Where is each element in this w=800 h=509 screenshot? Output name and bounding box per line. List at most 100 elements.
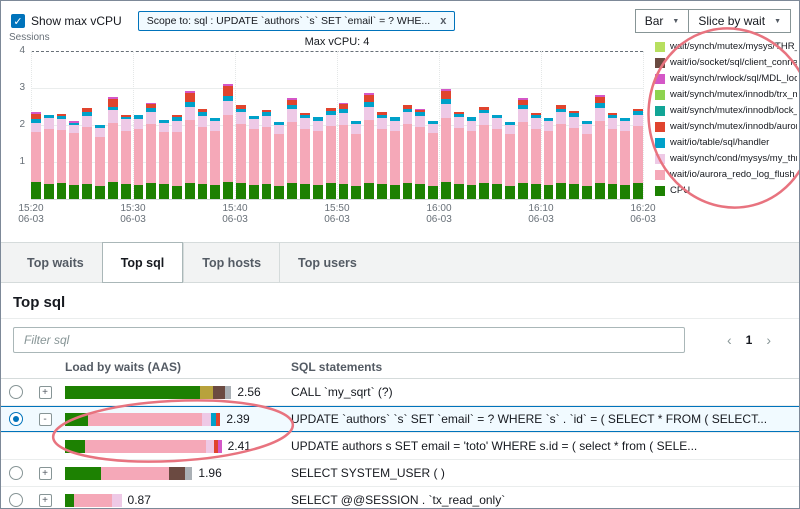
show-max-vcpu-checkbox-group[interactable]: ✓ Show max vCPU xyxy=(11,14,122,28)
chart-bar-segment xyxy=(146,124,157,184)
chart-bar[interactable] xyxy=(492,114,503,199)
chart-bar[interactable] xyxy=(569,111,579,199)
chart-bar[interactable] xyxy=(82,107,93,199)
table-row[interactable]: +0.87 SELECT @@SESSION . `tx_read_only` xyxy=(1,487,799,508)
chart-bar[interactable] xyxy=(479,106,490,199)
chart-bar[interactable] xyxy=(364,92,374,199)
chart-bar[interactable] xyxy=(146,102,157,199)
load-bar-segment xyxy=(217,439,222,453)
chart-bar-segment xyxy=(517,182,528,199)
sql-statement-cell[interactable]: SELECT @@SESSION . `tx_read_only` xyxy=(291,493,789,507)
chart-bar[interactable] xyxy=(466,117,477,199)
chart-bar[interactable] xyxy=(530,112,541,199)
chart-bar[interactable] xyxy=(261,110,272,199)
page-number[interactable]: 1 xyxy=(745,333,753,347)
chart-type-dropdown[interactable]: Bar ▼ xyxy=(634,9,690,33)
tab-top-hosts[interactable]: Top hosts xyxy=(183,243,279,282)
tab-top-sql[interactable]: Top sql xyxy=(101,242,184,283)
sql-statement-cell[interactable]: CALL `my_sqrt` (?) xyxy=(291,385,789,399)
slice-by-dropdown[interactable]: Slice by wait ▼ xyxy=(689,9,791,33)
expand-toggle-icon[interactable]: + xyxy=(38,493,52,507)
chart-bar-segment xyxy=(441,91,451,100)
chart-bar[interactable] xyxy=(210,118,221,199)
tab-top-waits[interactable]: Top waits xyxy=(27,255,84,270)
legend-item: wait/synch/cond/mysys/my_thread_var xyxy=(655,151,797,166)
chart-bar[interactable] xyxy=(389,117,400,199)
table-row[interactable]: 2.41 UPDATE authors s SET email = 'toto' … xyxy=(1,433,799,460)
expand-toggle-icon[interactable]: + xyxy=(38,466,52,480)
chart-bar[interactable] xyxy=(620,118,631,199)
load-bar-segment xyxy=(206,439,214,453)
chart-bar[interactable] xyxy=(248,116,259,199)
chart-bar[interactable] xyxy=(107,97,118,199)
chart-bar[interactable] xyxy=(287,97,298,199)
scope-filter-chip[interactable]: Scope to: sql : UPDATE `authors` `s` SET… xyxy=(137,11,456,31)
chart-bar-segment xyxy=(107,110,118,124)
chart-bar[interactable] xyxy=(236,105,246,199)
chart-bar[interactable] xyxy=(133,115,144,199)
tab-top-users[interactable]: Top users xyxy=(279,243,375,282)
chart-bar[interactable] xyxy=(274,121,285,199)
chart-bar[interactable] xyxy=(69,121,80,199)
chart-bar-segment xyxy=(69,133,80,185)
chart-bar-segment xyxy=(556,108,567,113)
scope-filter-close-icon[interactable]: x xyxy=(440,15,447,27)
chart-bar-segment xyxy=(133,119,144,130)
expand-toggle-icon[interactable]: - xyxy=(38,412,52,426)
sql-statement-cell[interactable]: SELECT SYSTEM_USER ( ) xyxy=(291,466,789,480)
chart-bar[interactable] xyxy=(633,109,643,199)
chart-bar[interactable] xyxy=(31,112,41,199)
chart-bar[interactable] xyxy=(556,105,567,199)
chart-bar[interactable] xyxy=(402,105,413,199)
chart-bar[interactable] xyxy=(197,109,208,199)
row-radio[interactable] xyxy=(9,493,23,507)
chart-bar[interactable] xyxy=(415,108,426,199)
chart-bar[interactable] xyxy=(441,89,451,199)
table-row[interactable]: +1.96 SELECT SYSTEM_USER ( ) xyxy=(1,460,799,487)
chart-bar[interactable] xyxy=(56,113,67,199)
chart-bar[interactable] xyxy=(171,115,182,199)
chart-bar[interactable] xyxy=(517,98,528,199)
x-tick-label: 15:30 06-03 xyxy=(120,203,146,225)
chart-bar[interactable] xyxy=(594,94,605,199)
expand-toggle-icon[interactable]: + xyxy=(38,385,52,399)
row-radio[interactable] xyxy=(9,466,23,480)
chart-bar[interactable] xyxy=(581,121,592,199)
chart-bar[interactable] xyxy=(95,125,105,199)
chart-bar[interactable] xyxy=(300,112,310,199)
chart-bar-segment xyxy=(505,124,515,134)
chart-bar[interactable] xyxy=(428,120,438,199)
chart-bar[interactable] xyxy=(312,117,323,199)
chart-bar[interactable] xyxy=(351,121,362,199)
prev-page-icon[interactable]: ‹ xyxy=(726,332,732,348)
chart-bar[interactable] xyxy=(325,108,336,199)
filter-sql-input[interactable] xyxy=(13,327,685,353)
chart-bar[interactable] xyxy=(223,83,233,199)
row-radio[interactable] xyxy=(9,385,23,399)
chart-bar[interactable] xyxy=(543,118,554,199)
sql-statement-cell[interactable]: UPDATE authors s SET email = 'toto' WHER… xyxy=(291,439,789,453)
table-row[interactable]: +2.56 CALL `my_sqrt` (?) xyxy=(1,379,799,406)
chart-bar[interactable] xyxy=(43,114,54,199)
show-max-vcpu-label: Show max vCPU xyxy=(31,14,122,28)
chart-bar-segment xyxy=(261,184,272,199)
chart-bar[interactable] xyxy=(376,112,387,199)
chart-bar[interactable] xyxy=(159,120,169,199)
chart-bar[interactable] xyxy=(505,121,515,199)
chart-bar[interactable] xyxy=(184,91,195,199)
sql-statement-cell[interactable]: UPDATE `authors` `s` SET `email` = ? WHE… xyxy=(291,412,789,426)
table-row[interactable]: - 2.39 UPDATE `authors` `s` SET `email` = … xyxy=(1,406,799,433)
column-sql-statements: SQL statements xyxy=(291,360,383,374)
row-radio[interactable] xyxy=(9,412,23,426)
load-bar xyxy=(65,493,122,507)
next-page-icon[interactable]: › xyxy=(766,332,771,348)
chart-bar-segment xyxy=(171,120,182,133)
divider xyxy=(1,318,799,319)
checkbox-checked-icon[interactable]: ✓ xyxy=(11,14,25,28)
chart-bar[interactable] xyxy=(453,112,464,199)
chart-bar-segment xyxy=(569,116,579,128)
chart-bar-segment xyxy=(607,117,618,129)
chart-bar[interactable] xyxy=(338,102,349,199)
chart-bar[interactable] xyxy=(607,112,618,199)
chart-bar[interactable] xyxy=(120,114,131,199)
